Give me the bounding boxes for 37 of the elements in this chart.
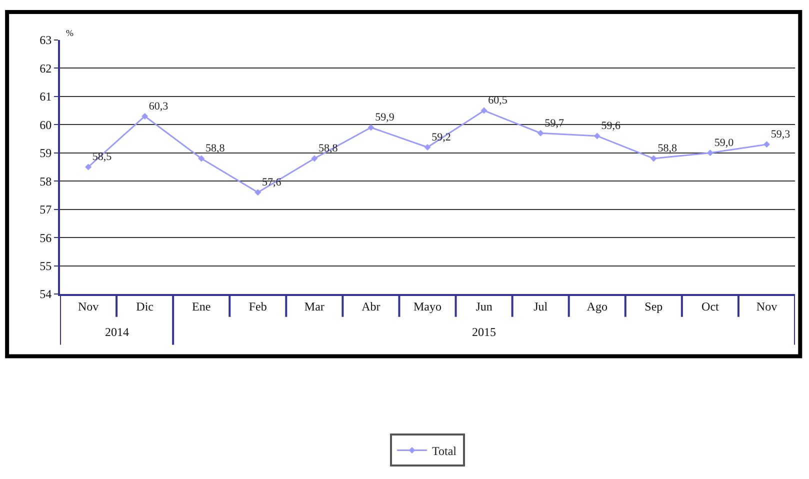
y-axis-title: % [66,28,74,38]
x-tick-label: Dic [136,299,154,314]
data-label: 59,3 [770,128,791,141]
y-tick-label: 55 [40,258,52,273]
y-tick-label: 63 [40,33,52,48]
data-label: 59,9 [375,112,395,124]
data-label: 58,8 [318,142,338,155]
x-tick-label: Mar [304,299,324,314]
x-tick-label: Nov [756,299,778,314]
data-label: 60,5 [488,94,508,107]
x-tick-label: Sep [644,299,663,314]
y-tick-label: 57 [40,202,52,217]
x-tick-label: Nov [78,299,99,314]
data-label: 58,8 [205,142,226,155]
y-tick-label: 56 [40,230,52,245]
data-label: 59,0 [714,137,734,150]
legend-label: Total [432,444,458,458]
x-tick-label: Oct [702,299,720,314]
y-tick-label: 62 [40,61,52,76]
x-tick-label: Jun [476,299,492,314]
x-tick-label: Feb [248,299,267,314]
data-label: 60,3 [148,100,169,112]
y-tick-label: 61 [40,90,52,104]
data-label: 59,2 [432,131,451,144]
x-tick-label: Jul [534,299,548,314]
y-tick-label: 60 [40,118,52,132]
x-tick-label: Abr [362,299,380,314]
x-tick-label: Ene [192,299,211,314]
y-tick-label: 54 [40,287,52,302]
x-tick-label: Ago [586,299,608,314]
data-label: 58,5 [92,151,112,164]
y-tick-label: 59 [40,146,52,160]
x-tick-label: Mayo [414,299,442,314]
y-tick-label: 58 [40,174,52,188]
text: 2014 [105,325,129,339]
data-label: 58,8 [658,142,678,155]
text: 2015 [472,325,496,339]
